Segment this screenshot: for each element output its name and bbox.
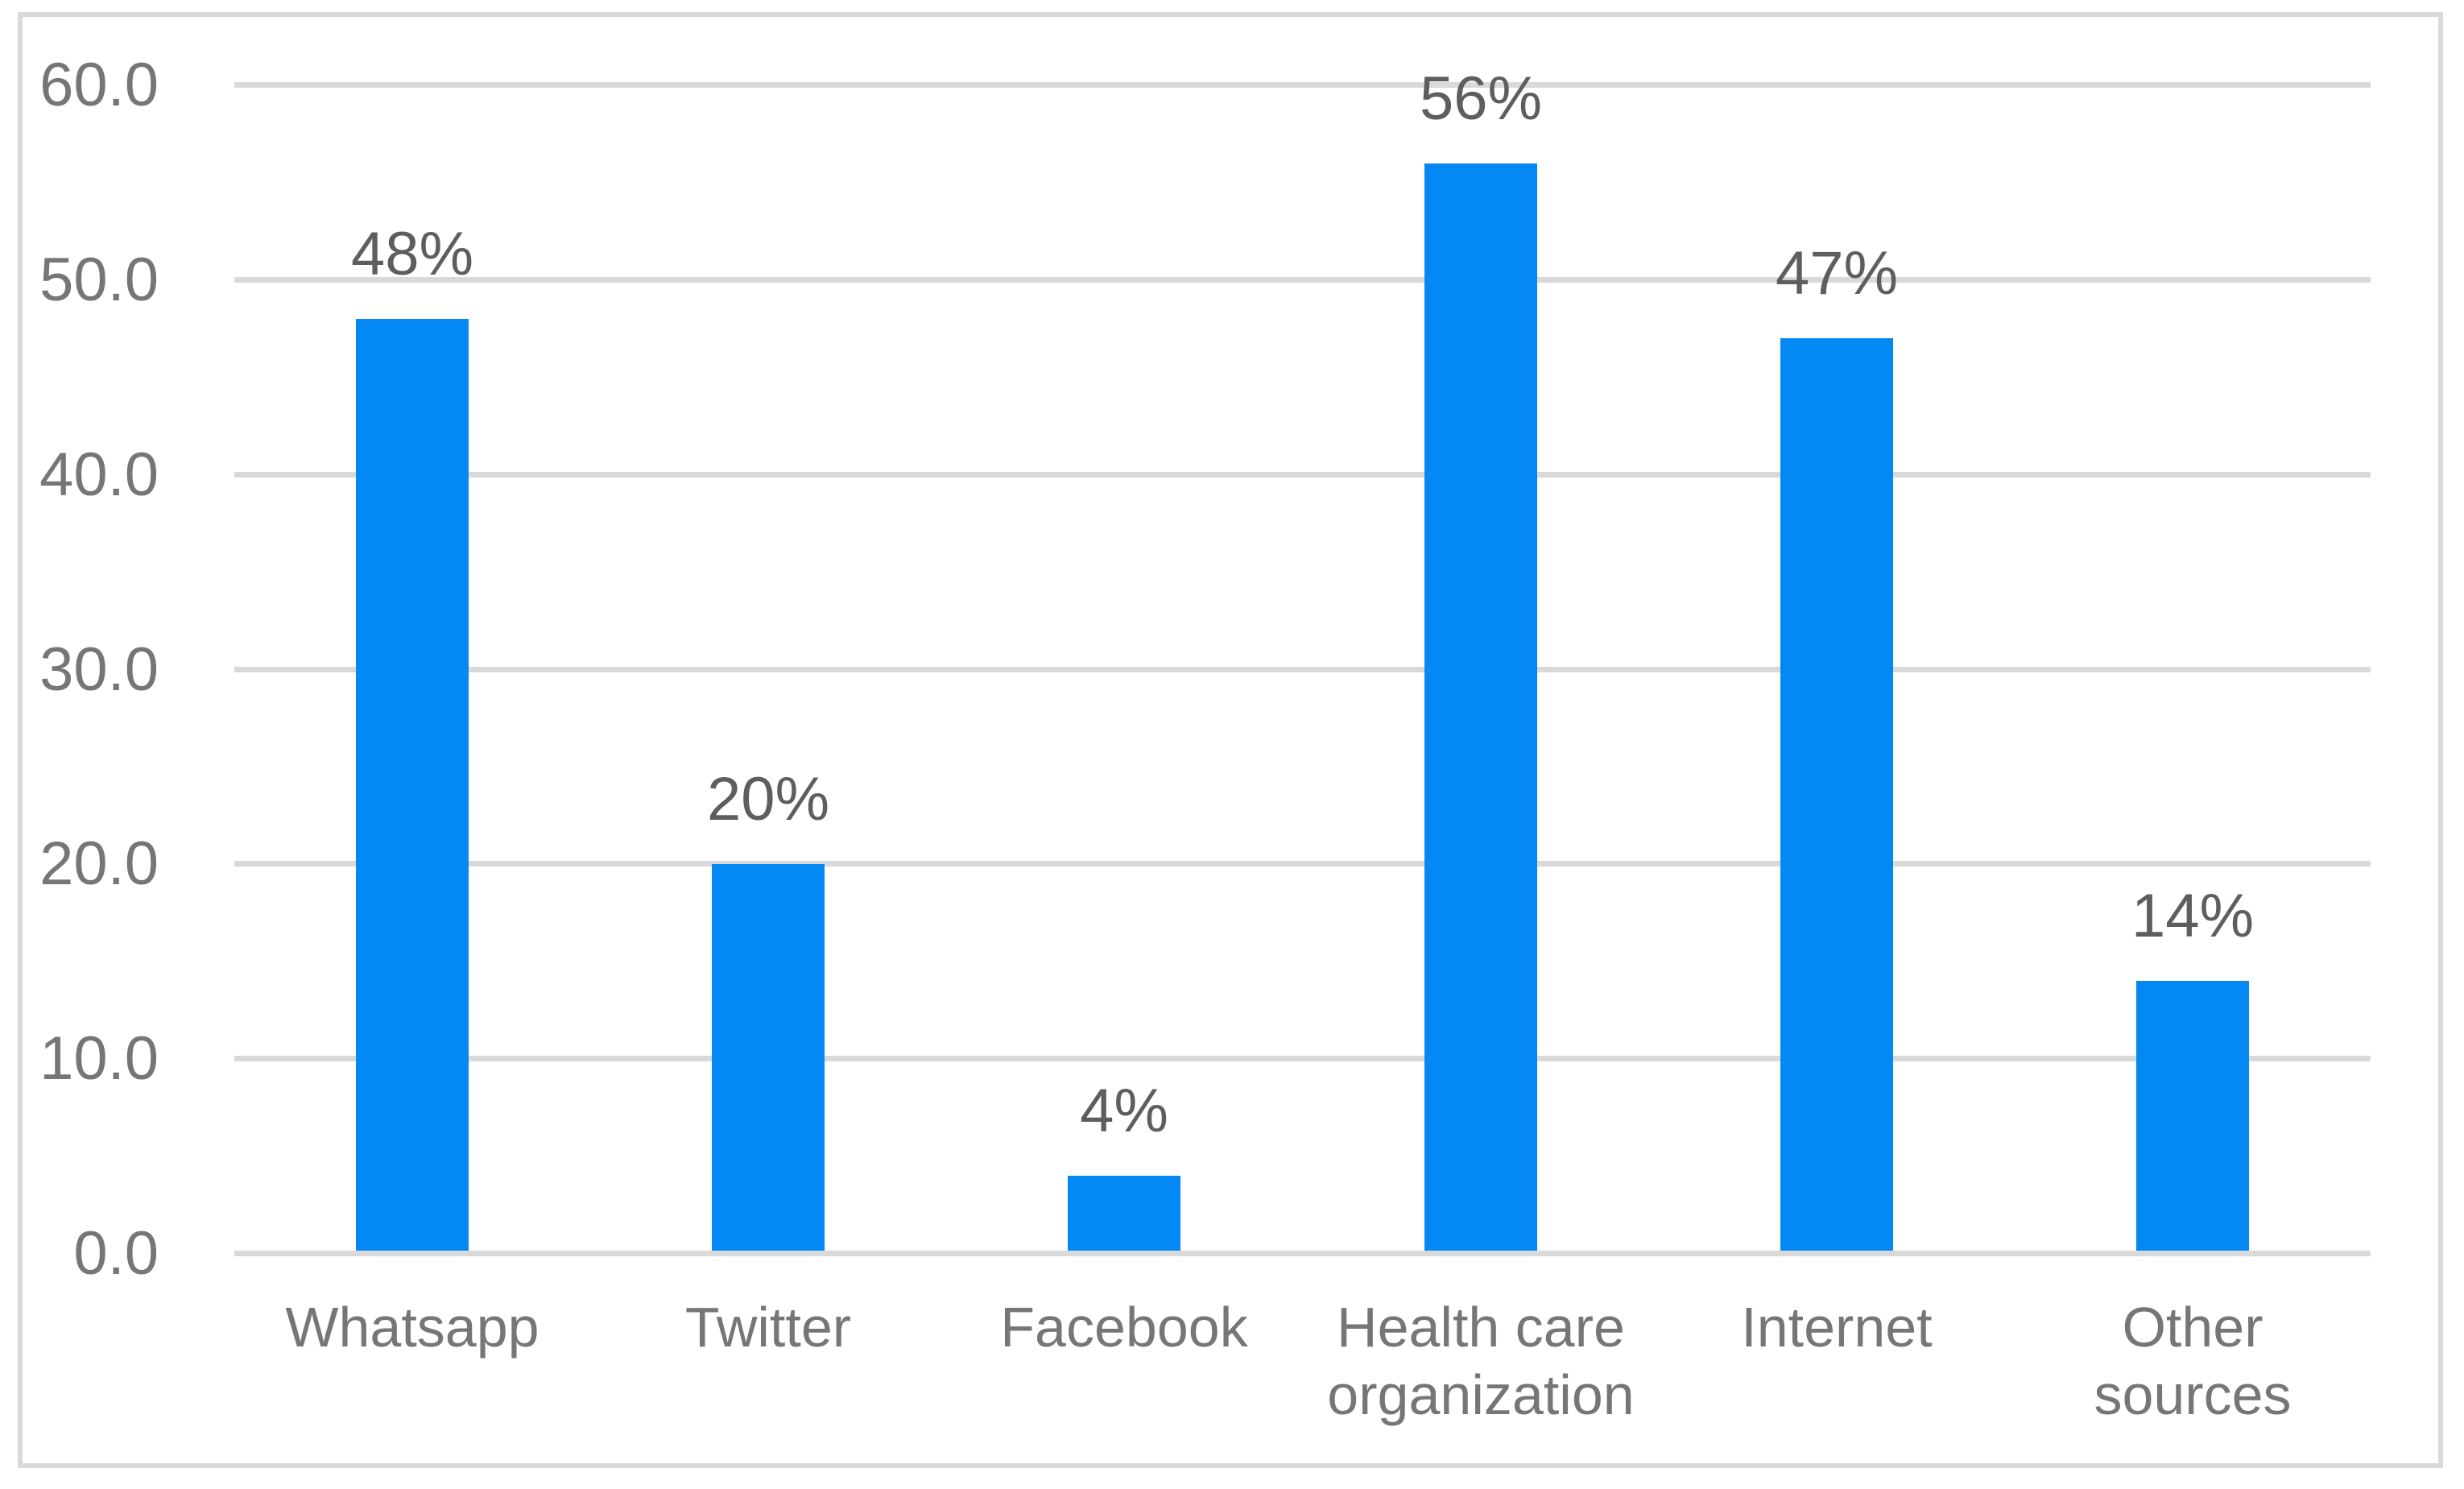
data-label: 47% [1775, 239, 1899, 308]
y-axis-tick-label: 20.0 [39, 829, 159, 898]
data-label: 48% [350, 220, 474, 288]
gridline [234, 667, 2371, 672]
data-label: 56% [1419, 64, 1543, 133]
y-axis-tick-label: 0.0 [73, 1219, 159, 1288]
x-axis-category-label: Health care organization [1327, 1296, 1635, 1426]
x-axis-category-label: Whatsapp [285, 1296, 540, 1359]
x-axis-category-label: Internet [1741, 1296, 1933, 1359]
y-axis-tick-label: 50.0 [39, 246, 159, 314]
gridline [234, 861, 2371, 867]
x-axis-category-label: Other sources [2094, 1296, 2292, 1426]
bar-whatsapp [356, 319, 469, 1251]
gridline [234, 277, 2371, 283]
gridline [234, 472, 2371, 478]
data-label: 20% [706, 765, 830, 833]
bar-internet [1780, 338, 1893, 1251]
x-axis-category-label: Facebook [1000, 1296, 1248, 1359]
data-label: 4% [1080, 1077, 1168, 1145]
bar-other-sources [2136, 981, 2249, 1251]
y-axis-tick-label: 60.0 [39, 51, 159, 119]
y-axis-tick-label: 40.0 [39, 440, 159, 509]
y-axis-tick-label: 10.0 [39, 1024, 159, 1093]
data-label: 14% [2131, 882, 2255, 950]
bar-health-care-organization [1424, 163, 1537, 1251]
bar-facebook [1068, 1176, 1180, 1251]
bar-twitter [712, 864, 825, 1251]
y-axis-tick-label: 30.0 [39, 635, 159, 704]
x-axis-category-label: Twitter [684, 1296, 852, 1359]
gridline [234, 82, 2371, 88]
x-axis-line [234, 1251, 2371, 1256]
gridline [234, 1056, 2371, 1061]
